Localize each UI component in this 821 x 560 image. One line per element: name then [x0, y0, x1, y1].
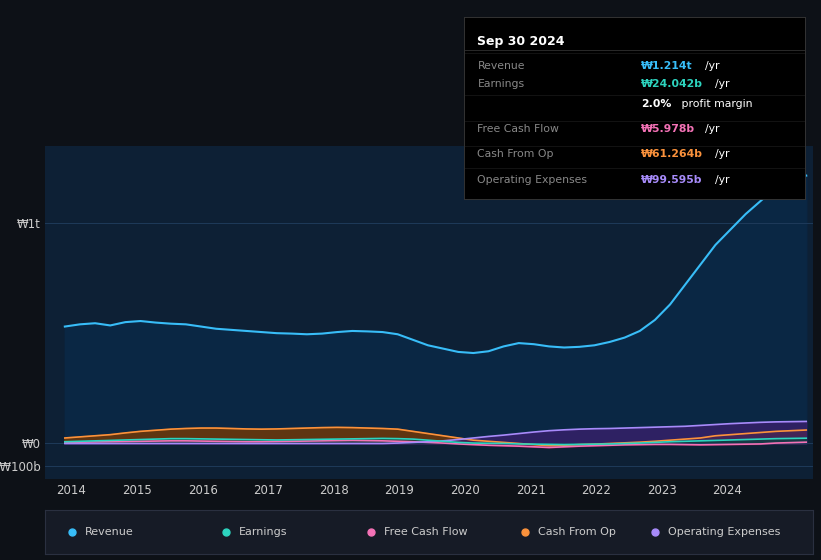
Text: Earnings: Earnings	[478, 79, 525, 89]
Text: ₩5.978b: ₩5.978b	[641, 124, 695, 134]
Text: /yr: /yr	[714, 175, 729, 185]
Text: Revenue: Revenue	[85, 527, 134, 537]
Text: Cash From Op: Cash From Op	[538, 527, 616, 537]
Text: /yr: /yr	[714, 79, 729, 89]
Text: /yr: /yr	[705, 124, 720, 134]
Text: Sep 30 2024: Sep 30 2024	[478, 35, 565, 48]
Text: Cash From Op: Cash From Op	[478, 149, 554, 159]
Text: Free Cash Flow: Free Cash Flow	[478, 124, 559, 134]
Text: /yr: /yr	[714, 149, 729, 159]
Text: Earnings: Earnings	[239, 527, 287, 537]
Text: /yr: /yr	[705, 61, 720, 71]
Text: Revenue: Revenue	[478, 61, 525, 71]
Text: ₩61.264b: ₩61.264b	[641, 149, 703, 159]
Text: Operating Expenses: Operating Expenses	[668, 527, 781, 537]
Text: ₩99.595b: ₩99.595b	[641, 175, 703, 185]
Text: Free Cash Flow: Free Cash Flow	[384, 527, 468, 537]
Text: ₩1.214t: ₩1.214t	[641, 61, 693, 71]
Text: profit margin: profit margin	[678, 99, 752, 109]
Text: Operating Expenses: Operating Expenses	[478, 175, 588, 185]
Text: 2.0%: 2.0%	[641, 99, 672, 109]
Text: ₩24.042b: ₩24.042b	[641, 79, 703, 89]
